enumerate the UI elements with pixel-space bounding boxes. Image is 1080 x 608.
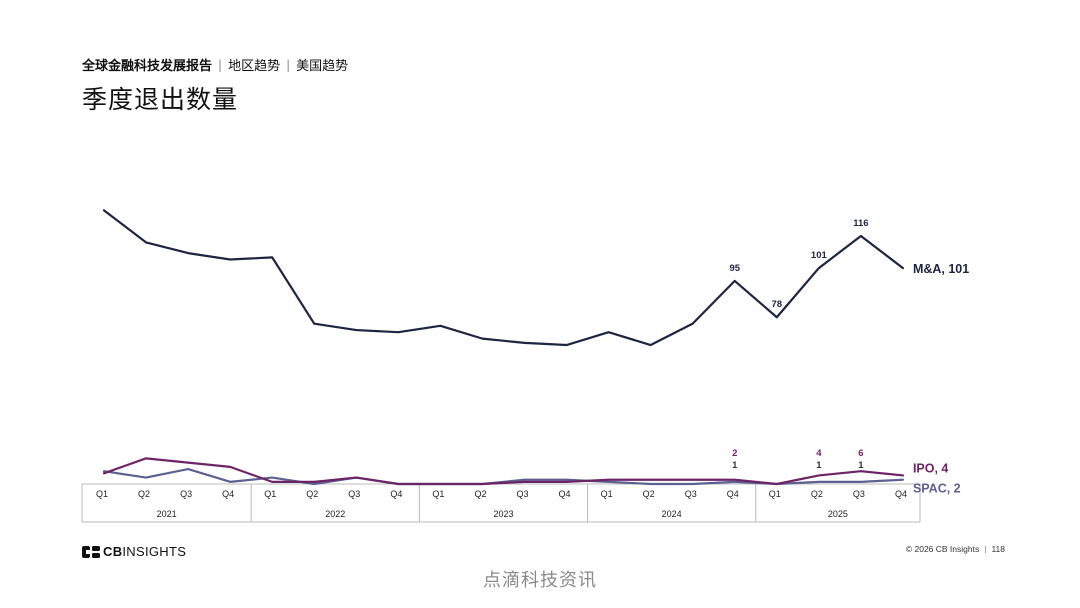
copyright-text: © 2026 CB Insights	[905, 544, 980, 554]
footer-info: © 2026 CB Insights | 118	[905, 544, 1005, 554]
breadcrumb-separator: |	[286, 57, 291, 72]
quarter-tick-label: Q2	[138, 489, 150, 499]
quarter-tick-label: Q4	[222, 489, 234, 499]
quarter-tick-label: Q3	[516, 489, 528, 499]
breadcrumb-main: 全球金融科技发展报告	[82, 59, 213, 74]
breadcrumb: 全球金融科技发展报告 | 地区趋势 | 美国趋势	[82, 55, 349, 75]
quarter-tick-label: Q1	[601, 489, 613, 499]
series-line-ipo	[102, 457, 905, 486]
quarter-tick-label: Q4	[559, 489, 571, 499]
cb-logo-icon	[82, 545, 100, 558]
data-label-ma: 101	[811, 250, 828, 261]
page-number: 118	[991, 544, 1005, 554]
quarter-tick-label: Q4	[895, 489, 907, 499]
quarter-tick-label: Q3	[853, 489, 865, 499]
series-line-ma	[102, 209, 905, 347]
logo-text-insights: INSIGHTS	[122, 544, 187, 559]
quarter-tick-label: Q4	[727, 489, 739, 499]
data-label-ipo: 6	[858, 448, 863, 459]
year-label: 2022	[325, 509, 345, 519]
quarter-tick-label: Q3	[180, 489, 192, 499]
data-label-ipo: 2	[732, 448, 737, 459]
quarter-tick-label: Q1	[96, 489, 108, 499]
data-label-ipo: 4	[816, 448, 822, 459]
watermark-text: 点滴科技资讯	[483, 570, 597, 591]
breadcrumb-item-region: 地区趋势	[228, 59, 281, 74]
year-label: 2021	[157, 509, 177, 519]
quarter-tick-label: Q2	[811, 489, 823, 499]
quarter-tick-label: Q4	[390, 489, 402, 499]
data-label-spac: 1	[858, 460, 864, 471]
quarter-tick-label: Q2	[474, 489, 486, 499]
quarter-tick-label: Q3	[348, 489, 360, 499]
page-title: 季度退出数量	[82, 85, 239, 114]
year-label: 2023	[493, 509, 513, 519]
cb-insights-logo: CB INSIGHTS	[82, 544, 186, 559]
series-end-label-ma: M&A, 101	[913, 262, 969, 276]
quarter-tick-label: Q2	[306, 489, 318, 499]
breadcrumb-item-us: 美国趋势	[296, 59, 349, 74]
quarter-tick-label: Q1	[432, 489, 444, 499]
series-end-label-spac: SPAC, 2	[913, 482, 961, 496]
data-label-spac: 1	[816, 460, 822, 471]
quarter-tick-label: Q1	[264, 489, 276, 499]
data-label-ma: 78	[772, 299, 783, 310]
logo-text-cb: CB	[103, 544, 123, 559]
quarter-tick-label: Q1	[769, 489, 781, 499]
series-end-label-ipo: IPO, 4	[913, 461, 948, 475]
data-label-ma: 95	[729, 263, 740, 274]
year-label: 2025	[828, 509, 848, 519]
data-label-ma: 116	[853, 218, 868, 229]
data-label-spac: 1	[732, 460, 738, 471]
quarter-tick-label: Q3	[685, 489, 697, 499]
breadcrumb-separator: |	[218, 57, 223, 72]
year-label: 2024	[662, 509, 682, 519]
quarter-tick-label: Q2	[643, 489, 655, 499]
